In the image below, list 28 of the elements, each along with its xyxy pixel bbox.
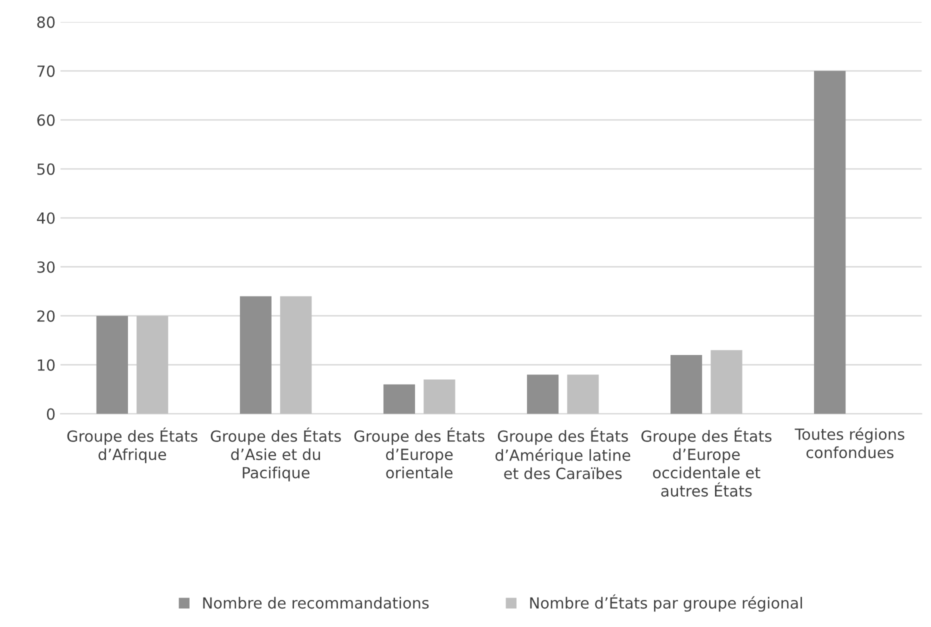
bar <box>383 384 416 414</box>
bar <box>136 316 168 414</box>
y-tick-label: 80 <box>37 16 55 28</box>
x-tick-label: Groupe des États d’Asie et du Pacifique <box>210 428 341 482</box>
bar <box>670 355 702 414</box>
bar <box>96 316 128 414</box>
bar <box>567 374 599 414</box>
bar <box>280 296 312 414</box>
y-tick-label: 40 <box>36 212 55 224</box>
y-tick-label: 50 <box>37 163 55 175</box>
bar <box>814 70 846 414</box>
x-tick-label: Groupe des États d’Afrique <box>67 428 198 464</box>
x-tick-label: Groupe des États d’Europe occidentale et autres États <box>641 428 772 497</box>
y-tick-label: 60 <box>37 114 55 126</box>
legend-label: Nombre d’États par groupe régional <box>530 594 802 612</box>
y-tick-label: 70 <box>37 65 55 77</box>
bar <box>424 380 456 414</box>
bar <box>710 350 742 414</box>
bar <box>240 296 272 414</box>
x-tick-label: Toutes régions confondues <box>794 428 904 458</box>
legend-label: Nombre de recommandations <box>203 596 429 609</box>
y-tick-label: 10 <box>38 359 55 371</box>
bar <box>526 374 559 414</box>
x-tick-label: Groupe des États d’Amérique latine et des Caraïbes <box>496 428 630 480</box>
x-tick-label: Groupe des États d’Europe orientale <box>354 428 484 478</box>
y-tick-label: 30 <box>37 261 55 273</box>
y-tick-label: 0 <box>46 408 55 420</box>
y-tick-label: 20 <box>37 310 55 322</box>
